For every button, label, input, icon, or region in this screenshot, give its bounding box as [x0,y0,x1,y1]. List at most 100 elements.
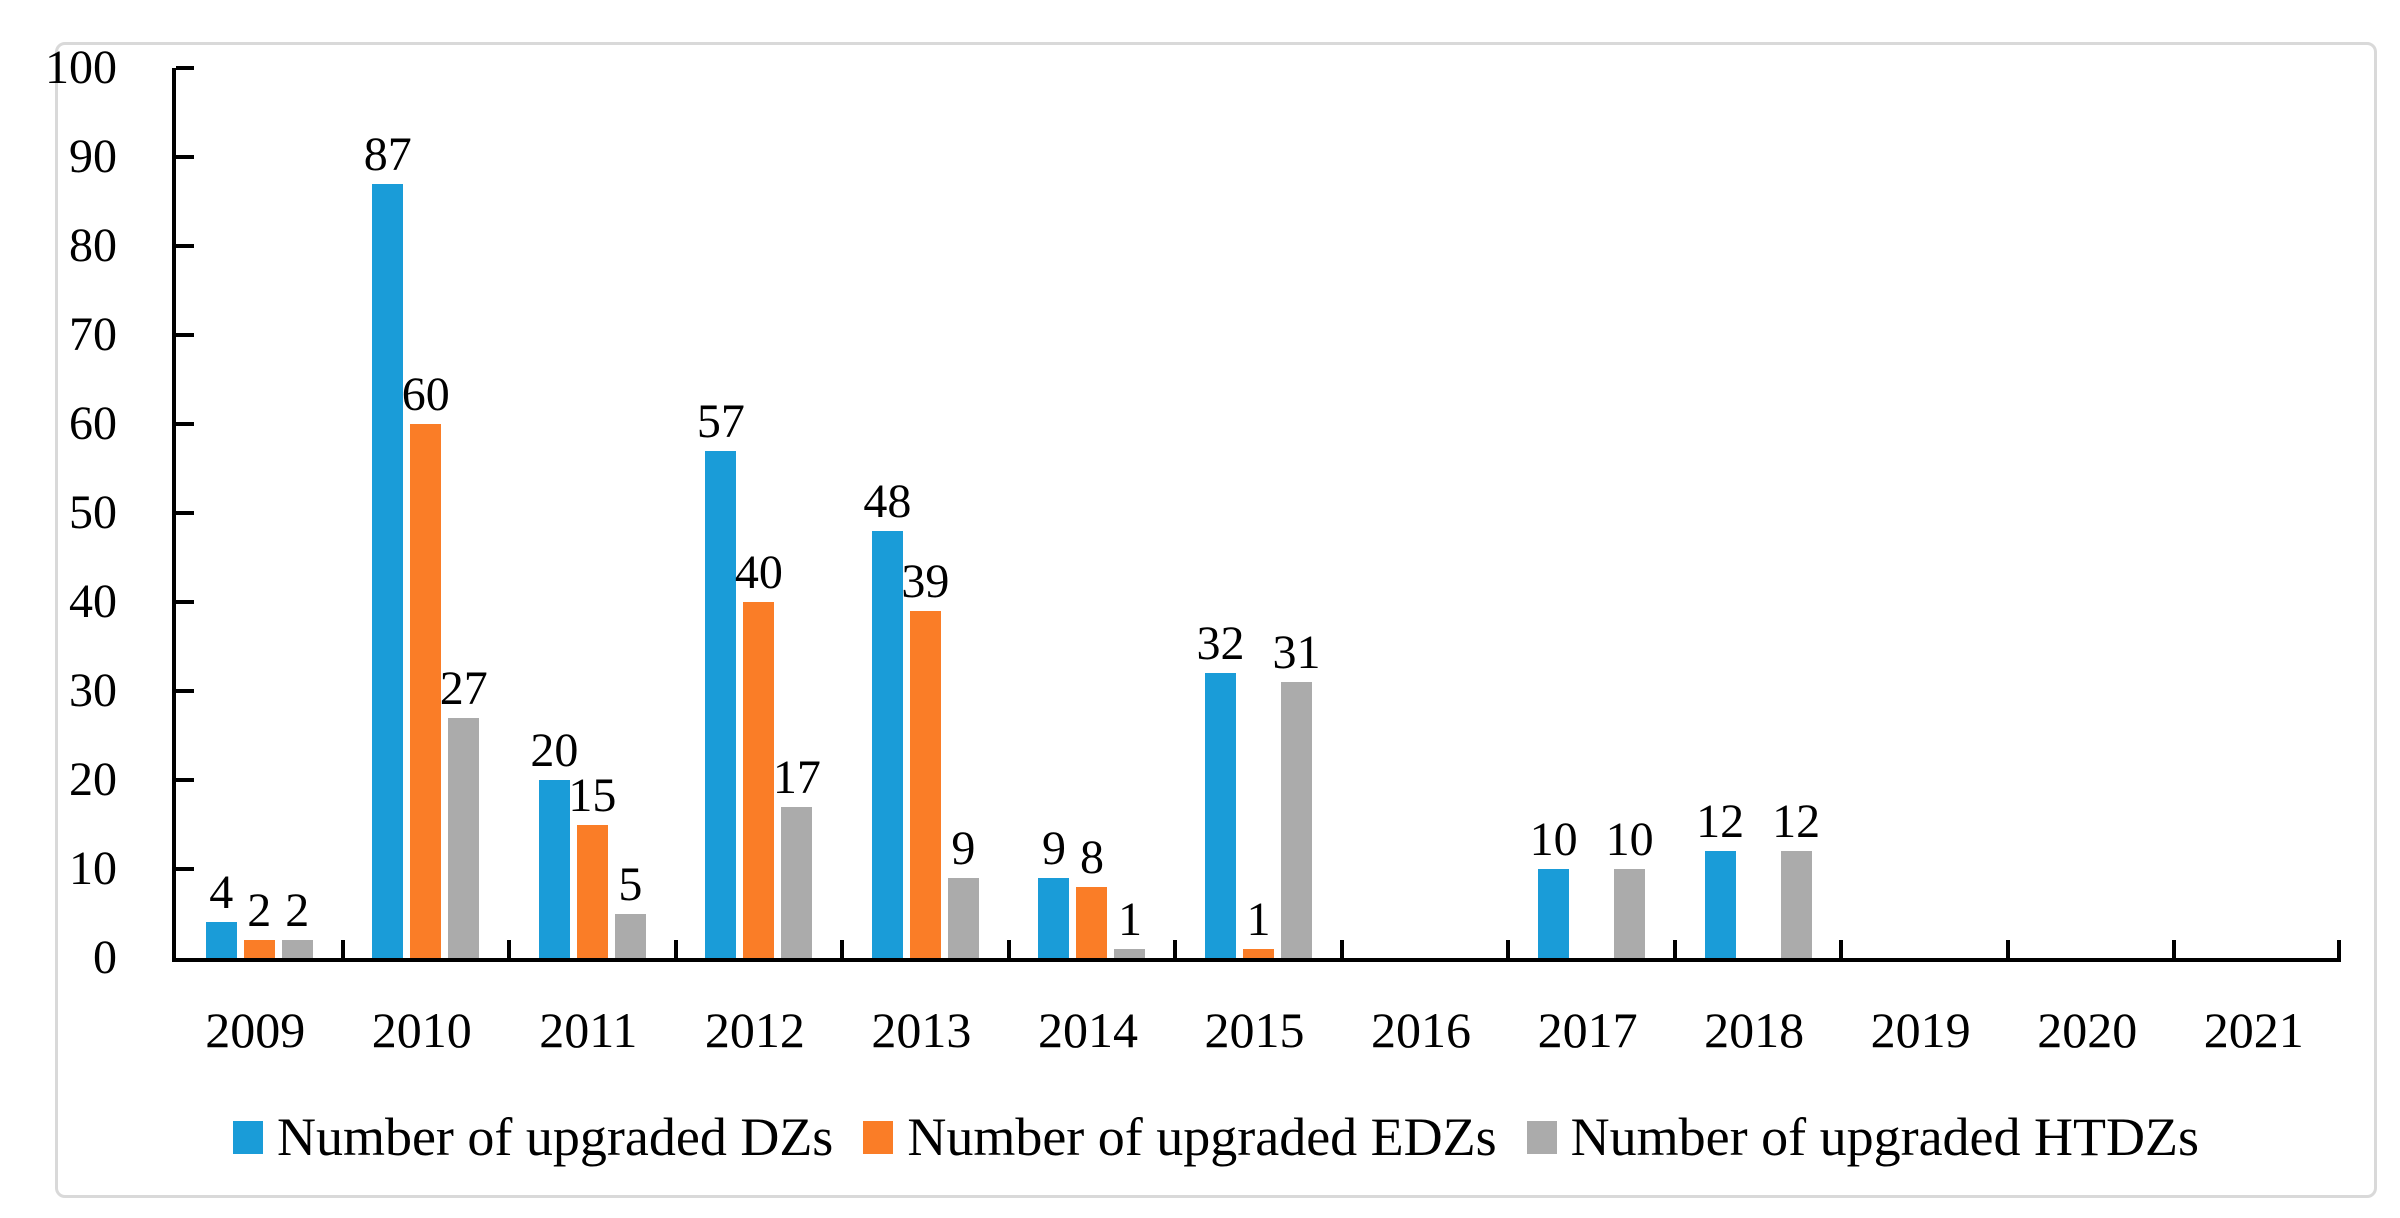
bar-value-label: 27 [439,661,488,715]
x-category-label: 2017 [1537,1002,1638,1058]
bar-value-label: 12 [1772,795,1821,849]
bar [1076,886,1108,958]
legend-swatch-dzs-icon [232,1120,263,1154]
bar-value-label: 10 [1529,813,1578,866]
legend-item-dzs: Number of upgraded DZs [232,1106,834,1168]
x-category-label: 2012 [704,1002,805,1058]
bar-value-label: 57 [696,394,745,448]
x-category-label: 2010 [371,1002,472,1058]
bar [705,450,737,958]
x-category-label: 2020 [2037,1002,2138,1058]
y-tick-label: 70 [69,308,117,361]
bar-value-label: 9 [951,821,976,875]
y-axis-tick [176,422,194,426]
x-axis-tick [2172,940,2177,958]
y-axis-tick [176,600,194,604]
bar-value-label: 4 [209,866,234,920]
x-axis-tick [840,940,845,958]
bar-value-label: 60 [401,368,450,421]
bar-value-label: 87 [363,127,412,181]
x-category-label: 2014 [1037,1002,1138,1058]
x-axis-tick [1506,940,1511,958]
y-axis-tick [176,66,194,70]
y-axis-tick [176,155,194,159]
x-category-label: 2016 [1371,1002,1472,1058]
y-tick-label: 0 [93,931,117,984]
y-tick-label: 40 [69,575,117,628]
x-axis-tick [2337,940,2341,958]
bar [1038,877,1070,958]
x-axis-tick [673,940,678,958]
bar [1205,673,1236,958]
y-axis-tick [176,333,194,337]
bar-value-label: 31 [1272,626,1321,680]
legend: Number of upgraded DZs Number of upgrade… [55,1102,2377,1172]
figure-frame [55,42,2377,1198]
bar-value-label: 20 [530,724,579,777]
x-axis-labels: 2009 2010 2011 2012 2013 2014 2015 2016 2017 2018… [172,1002,2337,1062]
y-tick-label: 90 [69,130,117,183]
y-axis-tick [176,244,194,248]
bar-value-label: 10 [1605,813,1654,866]
bar [614,913,646,958]
y-tick-label: 60 [69,397,117,450]
plot-area: 4 87 20 57 48 9 32 10 12 2 60 15 40 39 8 1 2 27 5 17 9 1 31 10 1… [172,66,2341,962]
y-tick-label: 50 [69,486,117,539]
bar-value-label: 17 [772,750,821,804]
bar [448,717,480,958]
x-axis-tick [1006,940,1011,958]
x-category-label: 2018 [1704,1002,1805,1058]
bar-value-label: 15 [568,768,617,822]
y-axis-tick [176,778,194,782]
bar [947,877,979,958]
x-axis-tick [1173,940,1178,958]
bar [909,610,941,958]
bar [281,940,313,958]
x-category-label: 2021 [2203,1002,2304,1058]
legend-item-htdzs: Number of upgraded HTDZs [1526,1106,2200,1168]
y-tick-label: 20 [69,753,117,806]
bar [1114,949,1146,958]
legend-item-edzs: Number of upgraded EDZs [863,1106,1497,1168]
x-axis-tick [340,940,345,958]
bar [372,183,404,958]
x-category-label: 2019 [1870,1002,1971,1058]
x-category-label: 2013 [871,1002,972,1058]
x-axis-tick [2005,940,2010,958]
y-axis-tick [176,867,194,871]
bar [871,530,903,958]
bar [781,806,813,958]
legend-label-dzs: Number of upgraded DZs [276,1107,834,1167]
y-axis-labels: 0 10 20 30 40 50 60 70 80 90 100 [0,41,117,984]
x-category-label: 2009 [205,1002,306,1058]
bar-value-label: 1 [1117,893,1142,947]
x-axis-tick [1672,940,1677,958]
bar [1704,851,1736,958]
x-axis-tick [1339,940,1344,958]
bar-value-label: 39 [901,554,950,608]
x-category-label: 2011 [539,1002,638,1058]
bar-value-label: 32 [1196,617,1245,671]
y-tick-label: 80 [69,219,117,272]
bar [1243,949,1274,958]
bar-value-label: 2 [247,884,272,938]
bar [538,780,570,958]
legend-label-htdzs: Number of upgraded HTDZs [1570,1107,2200,1167]
bar-value-label: 2 [285,884,310,938]
y-tick-label: 30 [69,664,117,717]
bar [1614,869,1646,958]
bar-value-label: 5 [618,857,643,911]
bar-value-label: 12 [1696,795,1745,849]
bar-value-label: 8 [1079,830,1104,884]
bar-value-label: 48 [863,474,912,528]
bar-value-label: 40 [734,546,783,599]
bar [1281,682,1312,958]
y-tick-label: 100 [45,41,117,94]
y-axis-tick [176,689,194,693]
bar [205,922,237,958]
legend-label-edzs: Number of upgraded EDZs [907,1107,1497,1167]
legend-swatch-htdzs-icon [1526,1120,1557,1154]
bar-value-label: 9 [1041,821,1066,875]
bar [1780,851,1812,958]
bar [576,824,608,958]
